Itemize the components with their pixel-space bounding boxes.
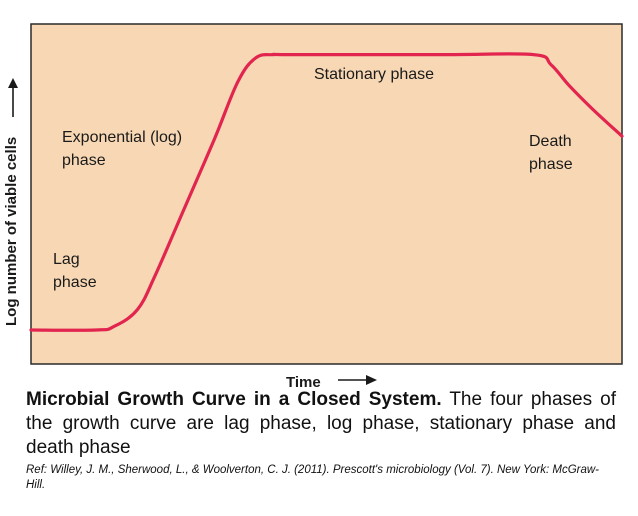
y-axis-label: Log number of viable cells [3, 137, 20, 326]
y-axis-title: Log number of viable cells [3, 78, 20, 326]
growth-curve-figure: Lag phase Exponential (log) phase Statio… [3, 23, 624, 390]
x-axis-label: Time [286, 374, 321, 390]
growth-curve-chart: Lag phase Exponential (log) phase Statio… [3, 23, 624, 390]
x-axis-arrow-icon [338, 375, 377, 385]
figure-caption: Microbial Growth Curve in a Closed Syste… [26, 388, 616, 493]
caption-title: Microbial Growth Curve in a Closed Syste… [26, 389, 442, 410]
caption-text-block: Microbial Growth Curve in a Closed Syste… [26, 388, 616, 460]
caption-body: The four phases of the growth curve are … [26, 389, 617, 458]
growth-curve-line [29, 52, 624, 332]
x-axis-title: Time [286, 374, 377, 390]
death-phase-label: Death phase [529, 133, 576, 173]
caption-reference: Ref: Willey, J. M., Sherwood, L., & Wool… [26, 464, 600, 491]
stationary-phase-label: Stationary phase [314, 66, 434, 83]
lag-phase-label: Lag phase [53, 251, 97, 291]
plot-area [30, 23, 623, 365]
y-axis-arrow-icon [8, 78, 18, 117]
exponential-phase-label: Exponential (log) phase [62, 129, 187, 169]
